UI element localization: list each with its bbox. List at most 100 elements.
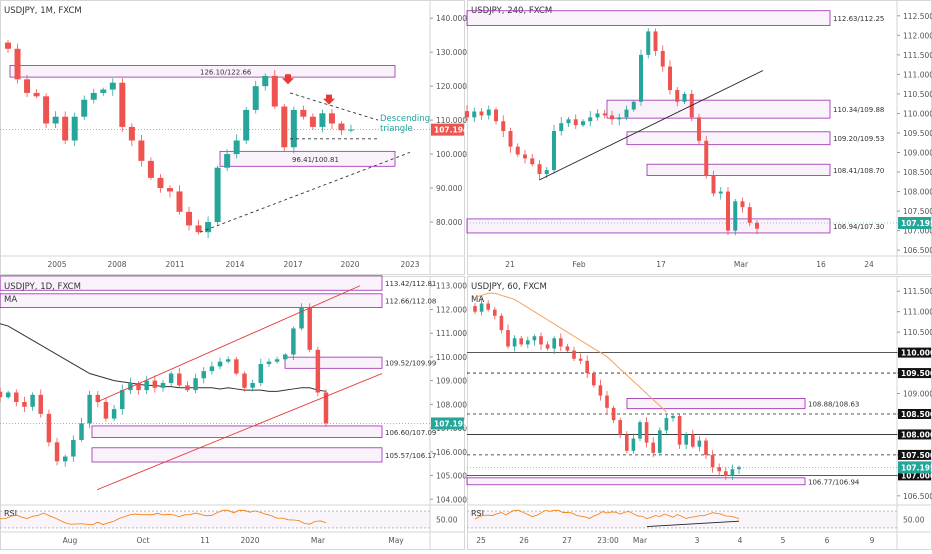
candle-body: [138, 140, 145, 161]
candle-body: [578, 358, 583, 361]
candle-body: [544, 170, 549, 174]
candle-body: [617, 117, 622, 120]
level-label: 108.500: [901, 410, 932, 419]
x-tick-label: 16: [816, 260, 826, 269]
zone-box: [9, 65, 396, 78]
candle-body: [157, 177, 164, 189]
candle-body: [515, 146, 520, 155]
x-tick-label: 4: [738, 536, 743, 545]
candle-body: [109, 82, 116, 90]
candle-body: [152, 380, 158, 388]
candle-body: [472, 111, 477, 118]
chart-title: USDJPY, 60, FXCM: [471, 282, 547, 292]
rsi-line: [474, 509, 740, 520]
zone-box: [91, 447, 383, 463]
rsi-band: [0, 511, 430, 528]
candle-body: [14, 48, 21, 80]
candle-body: [639, 54, 643, 102]
x-tick-label: 24: [864, 260, 874, 269]
candle-body: [519, 338, 524, 345]
zone-box: [466, 10, 831, 26]
zone-label: 109.52/109.99: [385, 360, 436, 368]
candle-body: [710, 454, 715, 468]
y-tick-label: 130.000: [436, 48, 467, 57]
rsi-label: RSI: [471, 509, 484, 518]
x-tick-label: 3: [695, 536, 700, 545]
zone-label: 113.42/112.81: [385, 280, 436, 288]
candle-body: [539, 336, 543, 345]
annotation-text: triangle: [380, 124, 413, 134]
candle-body: [177, 373, 182, 386]
candle-body: [309, 116, 316, 127]
candle-body: [71, 439, 76, 457]
level-label: 109.500: [901, 369, 932, 378]
last-price-label: 107.195: [901, 219, 932, 228]
candle-body: [128, 126, 135, 141]
candle-body: [128, 383, 133, 391]
y-tick-label: 112.500: [903, 12, 932, 21]
candle-body: [558, 338, 563, 347]
zone-label: 126.10/122.66: [200, 68, 252, 76]
y-tick-label: 100.000: [436, 150, 467, 159]
candle-body: [5, 392, 11, 398]
rsi-band: [467, 511, 897, 528]
candle-body: [479, 111, 484, 116]
zone-label: 105.57/106.17: [385, 452, 436, 460]
candle-body: [660, 50, 665, 67]
candle-body: [479, 303, 484, 312]
candle-body: [704, 140, 709, 176]
last-price-tag: [431, 123, 464, 136]
candle-body: [573, 119, 578, 126]
x-tick-label: Oct: [137, 536, 150, 545]
candle-body: [217, 361, 223, 367]
candle-body: [62, 456, 68, 462]
candle-body: [671, 416, 675, 419]
candle-body: [209, 366, 215, 372]
channel-lower-line: [96, 373, 383, 491]
candle-body: [638, 422, 642, 439]
panel-frame: [467, 276, 932, 550]
rsi-line: [0, 509, 327, 526]
candle-body: [684, 434, 689, 445]
candle-body: [572, 350, 576, 359]
candle-body: [664, 418, 669, 431]
last-price-tag: [431, 417, 464, 430]
candle-body: [537, 164, 542, 174]
candle-body: [624, 434, 629, 451]
y-tick-label: 107.000: [903, 227, 932, 236]
y-tick-label: 108.000: [436, 400, 467, 409]
last-price-label: 107.194: [434, 126, 468, 135]
zone-label: 110.34/109.88: [833, 106, 884, 114]
candle-body: [176, 191, 183, 212]
zone-label: 106.60/107.09: [385, 429, 436, 437]
annotation-text: Descending: [380, 114, 430, 124]
candle-body: [585, 360, 590, 374]
candle-body: [697, 440, 702, 447]
candle-body: [711, 175, 716, 194]
y-tick-label: 106.500: [903, 492, 932, 501]
candle-body: [291, 328, 296, 355]
zone-label: 108.41/108.70: [833, 167, 884, 175]
candle-body: [224, 154, 231, 168]
candle-body: [136, 383, 141, 391]
candle-body: [24, 79, 31, 93]
candle-body: [523, 154, 527, 159]
candle-body: [730, 469, 735, 476]
candle-body: [552, 338, 557, 349]
candle-body: [14, 392, 19, 402]
candle-body: [52, 116, 59, 124]
candle-body: [486, 303, 491, 310]
trendline: [539, 70, 764, 181]
candle-body: [486, 109, 491, 116]
y-tick-label: 109.000: [436, 377, 467, 386]
candle-body: [512, 338, 517, 347]
candle-body: [492, 309, 497, 316]
level-tag: [898, 449, 931, 460]
y-tick-label: 120.000: [436, 82, 467, 91]
chart-panel-3: USDJPY, 1D, FXCM MA 113.000 112.000 111.000 1…: [0, 275, 468, 550]
candle-body: [348, 129, 354, 131]
zone-box: [606, 99, 831, 119]
y-tick-label: 111.500: [903, 51, 932, 60]
candle-body: [602, 113, 607, 116]
y-tick-label: 108.000: [903, 188, 932, 197]
